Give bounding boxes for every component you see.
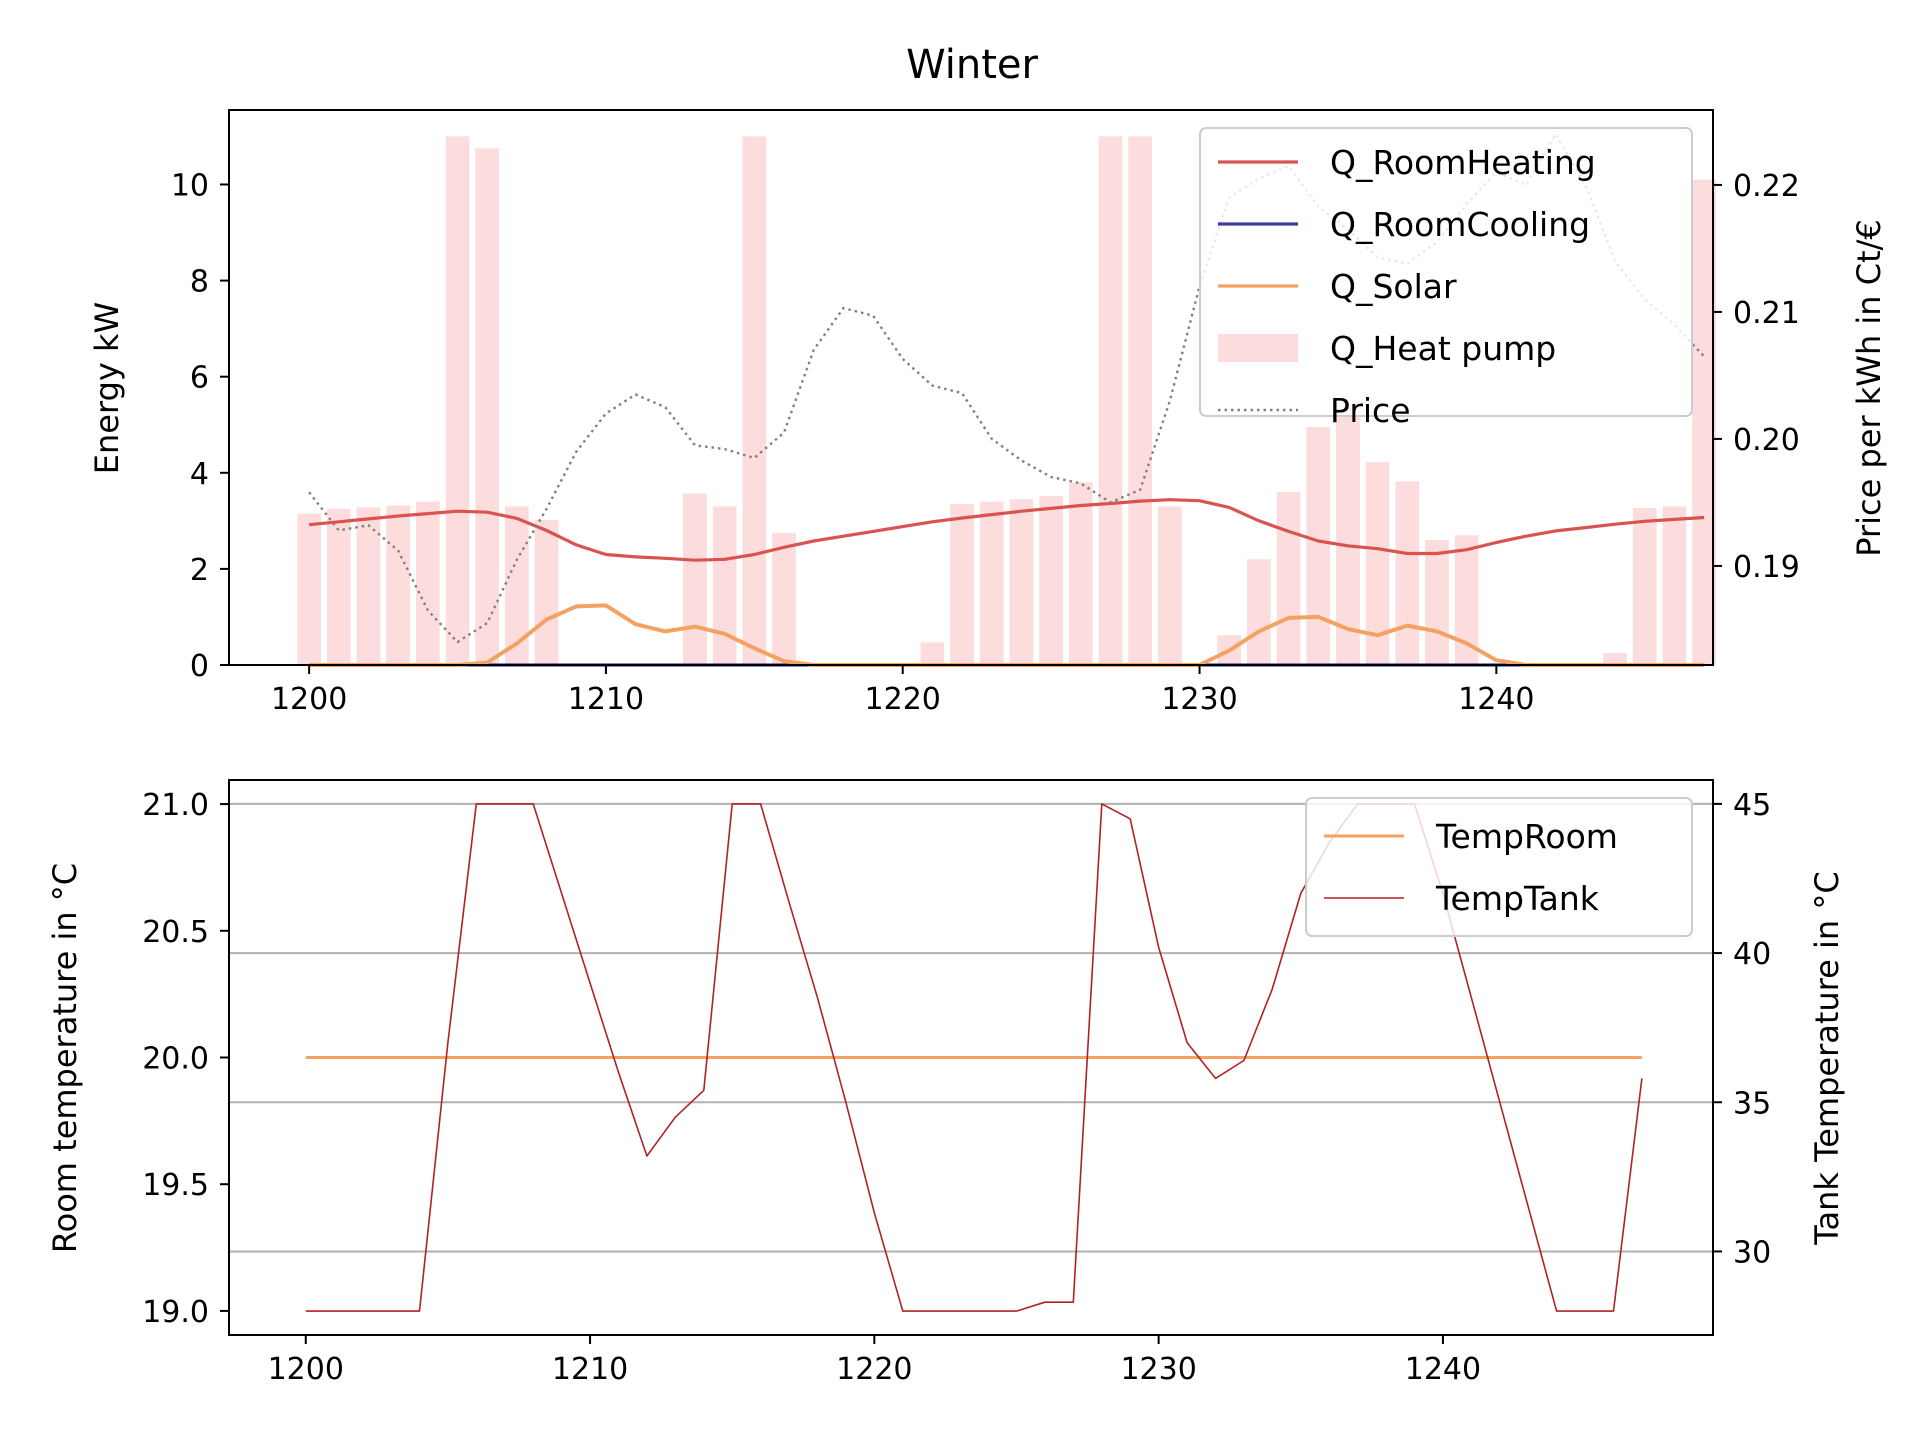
legend-label-q-roomheating: Q_RoomHeating [1330, 143, 1596, 182]
x-tick-label: 1200 [268, 1352, 344, 1387]
legend-label-price: Price [1330, 391, 1411, 430]
heat-pump-bar [297, 513, 321, 665]
y-axis-ticks: 0 2 4 6 8 10 [171, 168, 229, 684]
heat-pump-bar [1068, 482, 1093, 665]
y2-axis-label: Price per kWh in Ct/€ [1850, 219, 1888, 557]
heat-pump-bar [1098, 136, 1123, 665]
y-tick-label: 8 [190, 265, 209, 300]
heat-pump-bar [1395, 481, 1420, 665]
heat-pump-bar [1009, 499, 1034, 665]
y-tick-label: 19.0 [142, 1295, 209, 1330]
y-tick-label: 10 [171, 168, 209, 203]
heat-pump-bar [712, 506, 737, 665]
heat-pump-bar [1039, 495, 1063, 665]
x-axis-ticks: 1200 1210 1220 1230 1240 [271, 665, 1535, 717]
y-axis-ticks: 19.0 19.5 20.0 20.5 21.0 [142, 788, 229, 1330]
heat-pump-bar [683, 493, 707, 665]
y2-tick-label: 0.19 [1733, 550, 1800, 585]
heat-pump-bar [1454, 535, 1479, 665]
y-tick-label: 2 [190, 553, 209, 588]
y-tick-label: 4 [190, 457, 209, 492]
heat-pump-bar [1632, 507, 1657, 665]
x-tick-label: 1220 [836, 1352, 912, 1387]
y-axis-label: Room temperature in °C [46, 863, 84, 1253]
heat-pump-bar [416, 501, 440, 665]
heat-pump-bar [326, 508, 351, 665]
y-tick-label: 20.5 [142, 915, 209, 950]
x-tick-label: 1210 [552, 1352, 628, 1387]
y2-axis-ticks: 30 35 40 45 [1713, 788, 1771, 1270]
heat-pump-bar [1603, 653, 1627, 665]
heat-pump-bar [1128, 136, 1152, 665]
heat-pump-bar [920, 642, 945, 665]
x-axis-ticks: 1200 1210 1220 1230 1240 [268, 1335, 1481, 1387]
heat-pump-bars [297, 136, 1716, 665]
heat-pump-bar [475, 148, 499, 665]
x-tick-label: 1220 [865, 682, 941, 717]
y2-axis-ticks: 0.19 0.20 0.21 0.22 [1713, 169, 1800, 585]
legend-label-temproom: TempRoom [1435, 817, 1618, 856]
y2-tick-label: 30 [1733, 1235, 1771, 1270]
legend-label-q-solar: Q_Solar [1330, 267, 1457, 306]
heat-pump-bar [1425, 540, 1449, 665]
legend-box [1305, 797, 1693, 937]
heat-pump-bar [979, 501, 1004, 665]
legend: TempRoom TempTank [1305, 797, 1693, 937]
legend-label-temptank: TempTank [1435, 879, 1600, 918]
heat-pump-bar [742, 136, 767, 665]
y-tick-label: 6 [190, 361, 209, 396]
legend-box [1199, 127, 1693, 417]
heat-pump-bar [1247, 559, 1271, 665]
heat-pump-bar [1306, 427, 1331, 665]
y2-tick-label: 40 [1733, 937, 1771, 972]
heat-pump-bar [1276, 492, 1301, 665]
heat-pump-bar [772, 532, 796, 665]
x-tick-label: 1230 [1161, 682, 1237, 717]
x-tick-label: 1210 [568, 682, 644, 717]
legend-label-q-roomcooling: Q_RoomCooling [1330, 205, 1590, 244]
x-tick-label: 1240 [1405, 1352, 1481, 1387]
y-axis-label: Energy kW [88, 302, 126, 474]
temperature-chart: 1200 1210 1220 1230 1240 19.0 19.5 20.0 20.5 21.… [46, 779, 1846, 1387]
heat-pump-bar [445, 136, 470, 665]
heat-pump-bar [1365, 462, 1390, 665]
heat-pump-bar [356, 507, 381, 665]
heat-pump-bar [1662, 506, 1687, 665]
y-tick-label: 21.0 [142, 788, 209, 823]
y2-tick-label: 0.20 [1733, 423, 1800, 458]
heat-pump-bar [1336, 403, 1360, 665]
x-tick-label: 1230 [1120, 1352, 1196, 1387]
legend-swatch-q-heat-pump [1218, 334, 1298, 362]
plot-frame-top [228, 109, 1714, 666]
y-tick-label: 20.0 [142, 1042, 209, 1077]
y2-tick-label: 35 [1733, 1086, 1771, 1121]
x-tick-label: 1200 [271, 682, 347, 717]
heat-pump-bar [1692, 179, 1716, 665]
heat-pump-bar [386, 505, 410, 665]
heat-pump-bar [950, 504, 974, 665]
y2-axis-label: Tank Temperature in °C [1808, 871, 1846, 1245]
y-tick-label: 0 [190, 649, 209, 684]
q-roomheating-line [308, 498, 1705, 562]
heat-pump-bar [505, 506, 529, 665]
chart-title: Winter [906, 42, 1038, 88]
y2-tick-label: 0.21 [1733, 296, 1800, 331]
heat-pump-bar [1158, 506, 1182, 665]
y-tick-label: 19.5 [142, 1168, 209, 1203]
energy-price-chart: Winter 1200 1210 1220 1230 1240 0 2 4 6 8 10 0.19… [88, 42, 1888, 717]
x-tick-label: 1240 [1458, 682, 1534, 717]
legend: Q_RoomHeating Q_RoomCooling Q_Solar Q_Heat … [1199, 127, 1693, 430]
heat-pump-bar [534, 519, 559, 665]
y2-tick-label: 0.22 [1733, 169, 1800, 204]
legend-label-q-heat-pump: Q_Heat pump [1330, 329, 1556, 368]
y2-tick-label: 45 [1733, 788, 1771, 823]
